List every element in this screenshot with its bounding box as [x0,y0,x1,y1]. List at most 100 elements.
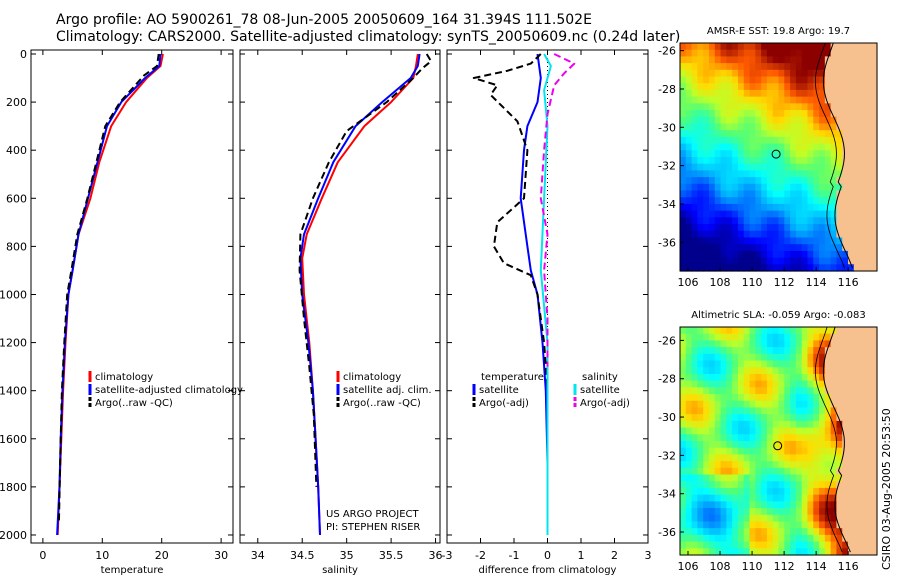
sla_map-cell [680,481,687,489]
sla_map-cell [708,407,716,415]
sla_map-cell [691,407,698,415]
salinity-annotation-1: PI: STEPHEN RISER [326,522,420,533]
salinity-xtick-label: 34.5 [290,549,315,562]
sst_map-cell [813,257,820,265]
sst_map-cell [714,157,722,165]
sla_map-cell [795,548,803,556]
sla_map-cell [703,340,710,348]
sst_map-cell [680,250,687,259]
sst_map-cell [853,230,861,239]
sla_map-cell [697,347,704,355]
sst_map-cell [859,63,867,71]
sst_map-cell [772,43,780,51]
sla_map-cell [830,548,838,556]
sst_map-cell [691,143,698,151]
sla_map-cell [697,414,704,422]
sla_map-cell [761,487,768,496]
sla_map-cell [708,327,716,335]
sst_map-cell [790,116,797,125]
sla_map-cell [836,461,843,469]
sst_map-cell [691,203,698,212]
sla_map-cell [853,327,861,335]
sla_map-cell [853,420,861,429]
sla_map-cell [749,387,756,395]
sla_map-cell [836,514,843,523]
sla_map-cell [703,387,710,395]
sst_map-cell [755,56,762,64]
sla_map-cell [871,521,878,529]
sst_map-cell [737,56,745,64]
sst_map-cell [784,116,791,125]
sla_map-cell [680,494,687,502]
sla_map-cell [842,541,849,549]
sst_map-cell [697,123,704,131]
sst_map-cell [737,43,745,51]
sla_map-cell [859,360,867,368]
figure-title-line1: Argo profile: AO 5900261_78 08-Jun-2005 … [56,12,592,28]
sla_map-cell [726,380,733,388]
sst_map-cell [848,56,855,64]
sst_map-cell [743,150,751,158]
sst_map-cell [772,63,780,71]
sla_map-cell [795,333,803,342]
sla_map-cell [714,360,722,368]
sst_map-cell [853,250,861,259]
sst_map-cell [726,203,733,212]
sst_map-cell [737,123,745,131]
sla_map-cell [824,414,832,422]
sla_map-cell [807,548,814,556]
sst_map-cell [685,150,693,158]
sla_map-cell [784,541,791,549]
sla_map-cell [819,481,826,489]
sst_map-cell [830,136,838,145]
sla_map-cell [703,548,710,556]
sla_map-cell [784,447,791,456]
sla_map-cell [761,407,768,415]
sla_map-cell [720,360,727,368]
sla_map-cell [807,508,814,516]
sst_map-cell [726,69,733,78]
sla_map-cell [790,407,797,415]
sla_map-cell [732,373,739,382]
sst_map-cell [859,197,867,205]
sla_map-cell [697,420,704,429]
sst_map-cell [790,69,797,78]
sst_map-cell [790,264,797,272]
sla_map-cell [824,387,832,395]
sla_map-cell [824,367,832,375]
sla_map-cell [842,534,849,543]
sst_map-cell [708,237,716,245]
sst_map-cell [813,203,820,212]
sst_map-cell [703,203,710,212]
sla_map-cell [761,494,768,502]
sla_map-cell [720,521,727,529]
sst_map-cell [842,264,849,272]
sla_map-shelf-contour [814,326,843,553]
sst_map-cell [703,143,710,151]
sla_map-cell [737,467,745,476]
sst_map-cell [830,56,838,64]
sst_map-cell [737,136,745,145]
sst_map-cell [743,116,751,125]
sla_map-cell [685,467,693,476]
sla_map-cell [824,467,832,476]
sst_map-cell [778,110,785,118]
sst_map-cell [708,264,716,272]
sst_map-cell [801,224,809,232]
sst_map-cell [807,110,814,118]
sla_map-cell [790,548,797,556]
sla_map-cell [708,347,716,355]
sst_map-cell [813,224,820,232]
sla_map-cell [732,340,739,348]
sla_map-cell [871,481,878,489]
sst_map-cell [819,43,826,51]
sst_map-cell [795,183,803,192]
sla_map-cell [708,494,716,502]
sst_map-cell [859,163,867,172]
sst_map-cell [732,257,739,265]
sst_map-cell [755,150,762,158]
sst_map-cell [749,130,756,138]
sst_map-cell [801,183,809,192]
sla_map-cell [830,340,838,348]
sst_map-cell [755,143,762,151]
